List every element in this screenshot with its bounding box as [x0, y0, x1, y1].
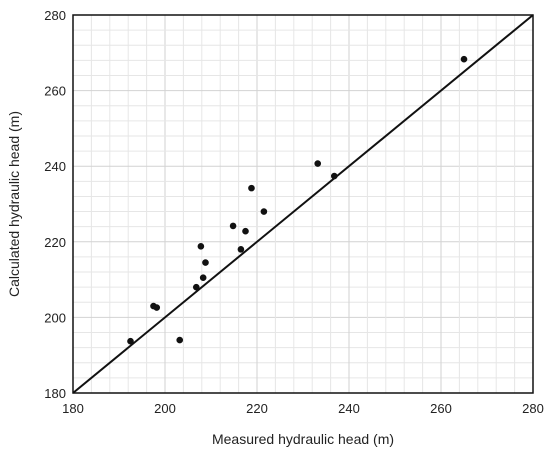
data-point [127, 337, 134, 345]
data-point [314, 160, 322, 167]
x-tick-label: 260 [430, 401, 452, 416]
plot-frame [72, 14, 534, 394]
grid [72, 14, 534, 394]
y-tick-label: 280 [44, 8, 66, 23]
data-point [260, 208, 268, 215]
y-tick-label: 200 [44, 310, 66, 325]
x-tick-label: 220 [246, 401, 268, 416]
y-tick-label: 240 [44, 159, 66, 174]
data-point [330, 172, 338, 180]
y-tick-label: 180 [44, 386, 66, 401]
data-point [460, 55, 468, 63]
data-point [248, 184, 255, 192]
data-point [242, 227, 249, 235]
y-axis-ticks: 180 200 220 240 260 280 [44, 8, 66, 401]
data-point [237, 246, 245, 253]
data-point [202, 259, 209, 266]
x-tick-label: 280 [522, 401, 544, 416]
data-point [199, 274, 207, 282]
x-axis-ticks: 180 200 220 240 260 280 [62, 401, 544, 416]
y-tick-label: 220 [44, 235, 66, 250]
data-point [153, 304, 161, 311]
data-point [229, 222, 237, 230]
data-point [192, 283, 200, 291]
data-point [197, 243, 205, 250]
one-to-one-line [72, 14, 534, 394]
x-tick-label: 180 [62, 401, 84, 416]
y-tick-label: 260 [44, 84, 66, 99]
y-axis-title: Calculated hydraulic head (m) [6, 111, 22, 297]
x-axis-title: Measured hydraulic head (m) [212, 431, 394, 447]
x-tick-label: 200 [154, 401, 176, 416]
x-tick-label: 240 [338, 401, 360, 416]
data-points [127, 55, 468, 345]
data-point [176, 336, 184, 344]
